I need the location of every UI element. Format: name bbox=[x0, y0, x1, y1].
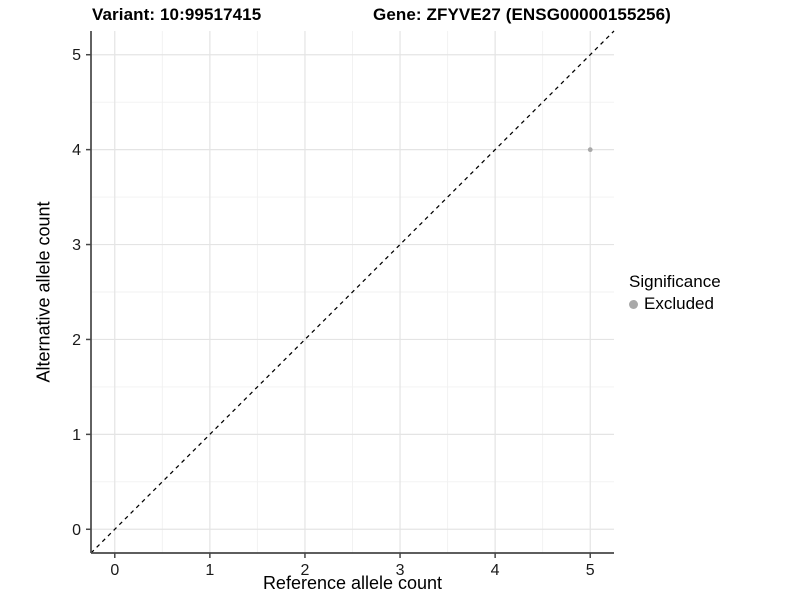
y-tick-label: 5 bbox=[72, 47, 81, 64]
y-tick-label: 2 bbox=[72, 332, 81, 349]
x-tick-label: 3 bbox=[396, 562, 405, 579]
x-tick-label: 4 bbox=[491, 562, 500, 579]
legend-item-label: Excluded bbox=[644, 294, 714, 313]
data-point bbox=[587, 147, 593, 153]
y-tick-label: 0 bbox=[72, 522, 81, 539]
legend: Significance Excluded bbox=[629, 272, 721, 314]
y-axis-title: Alternative allele count bbox=[33, 201, 54, 383]
legend-item: Excluded bbox=[629, 294, 721, 314]
chart-title-gene: Gene: ZFYVE27 (ENSG00000155256) bbox=[373, 5, 671, 24]
x-tick-label: 1 bbox=[205, 562, 214, 579]
x-tick-label: 0 bbox=[110, 562, 119, 579]
legend-title: Significance bbox=[629, 272, 721, 291]
x-axis-title: Reference allele count bbox=[262, 573, 443, 593]
legend-key-dot-icon bbox=[629, 299, 638, 309]
chart-title-variant: Variant: 10:99517415 bbox=[92, 5, 262, 24]
x-tick-label: 2 bbox=[301, 562, 310, 579]
y-tick-label: 1 bbox=[72, 427, 81, 444]
y-tick-label: 4 bbox=[72, 142, 81, 159]
identity-line bbox=[90, 30, 615, 554]
y-tick-label: 3 bbox=[72, 237, 81, 254]
x-tick-label: 5 bbox=[586, 562, 595, 579]
